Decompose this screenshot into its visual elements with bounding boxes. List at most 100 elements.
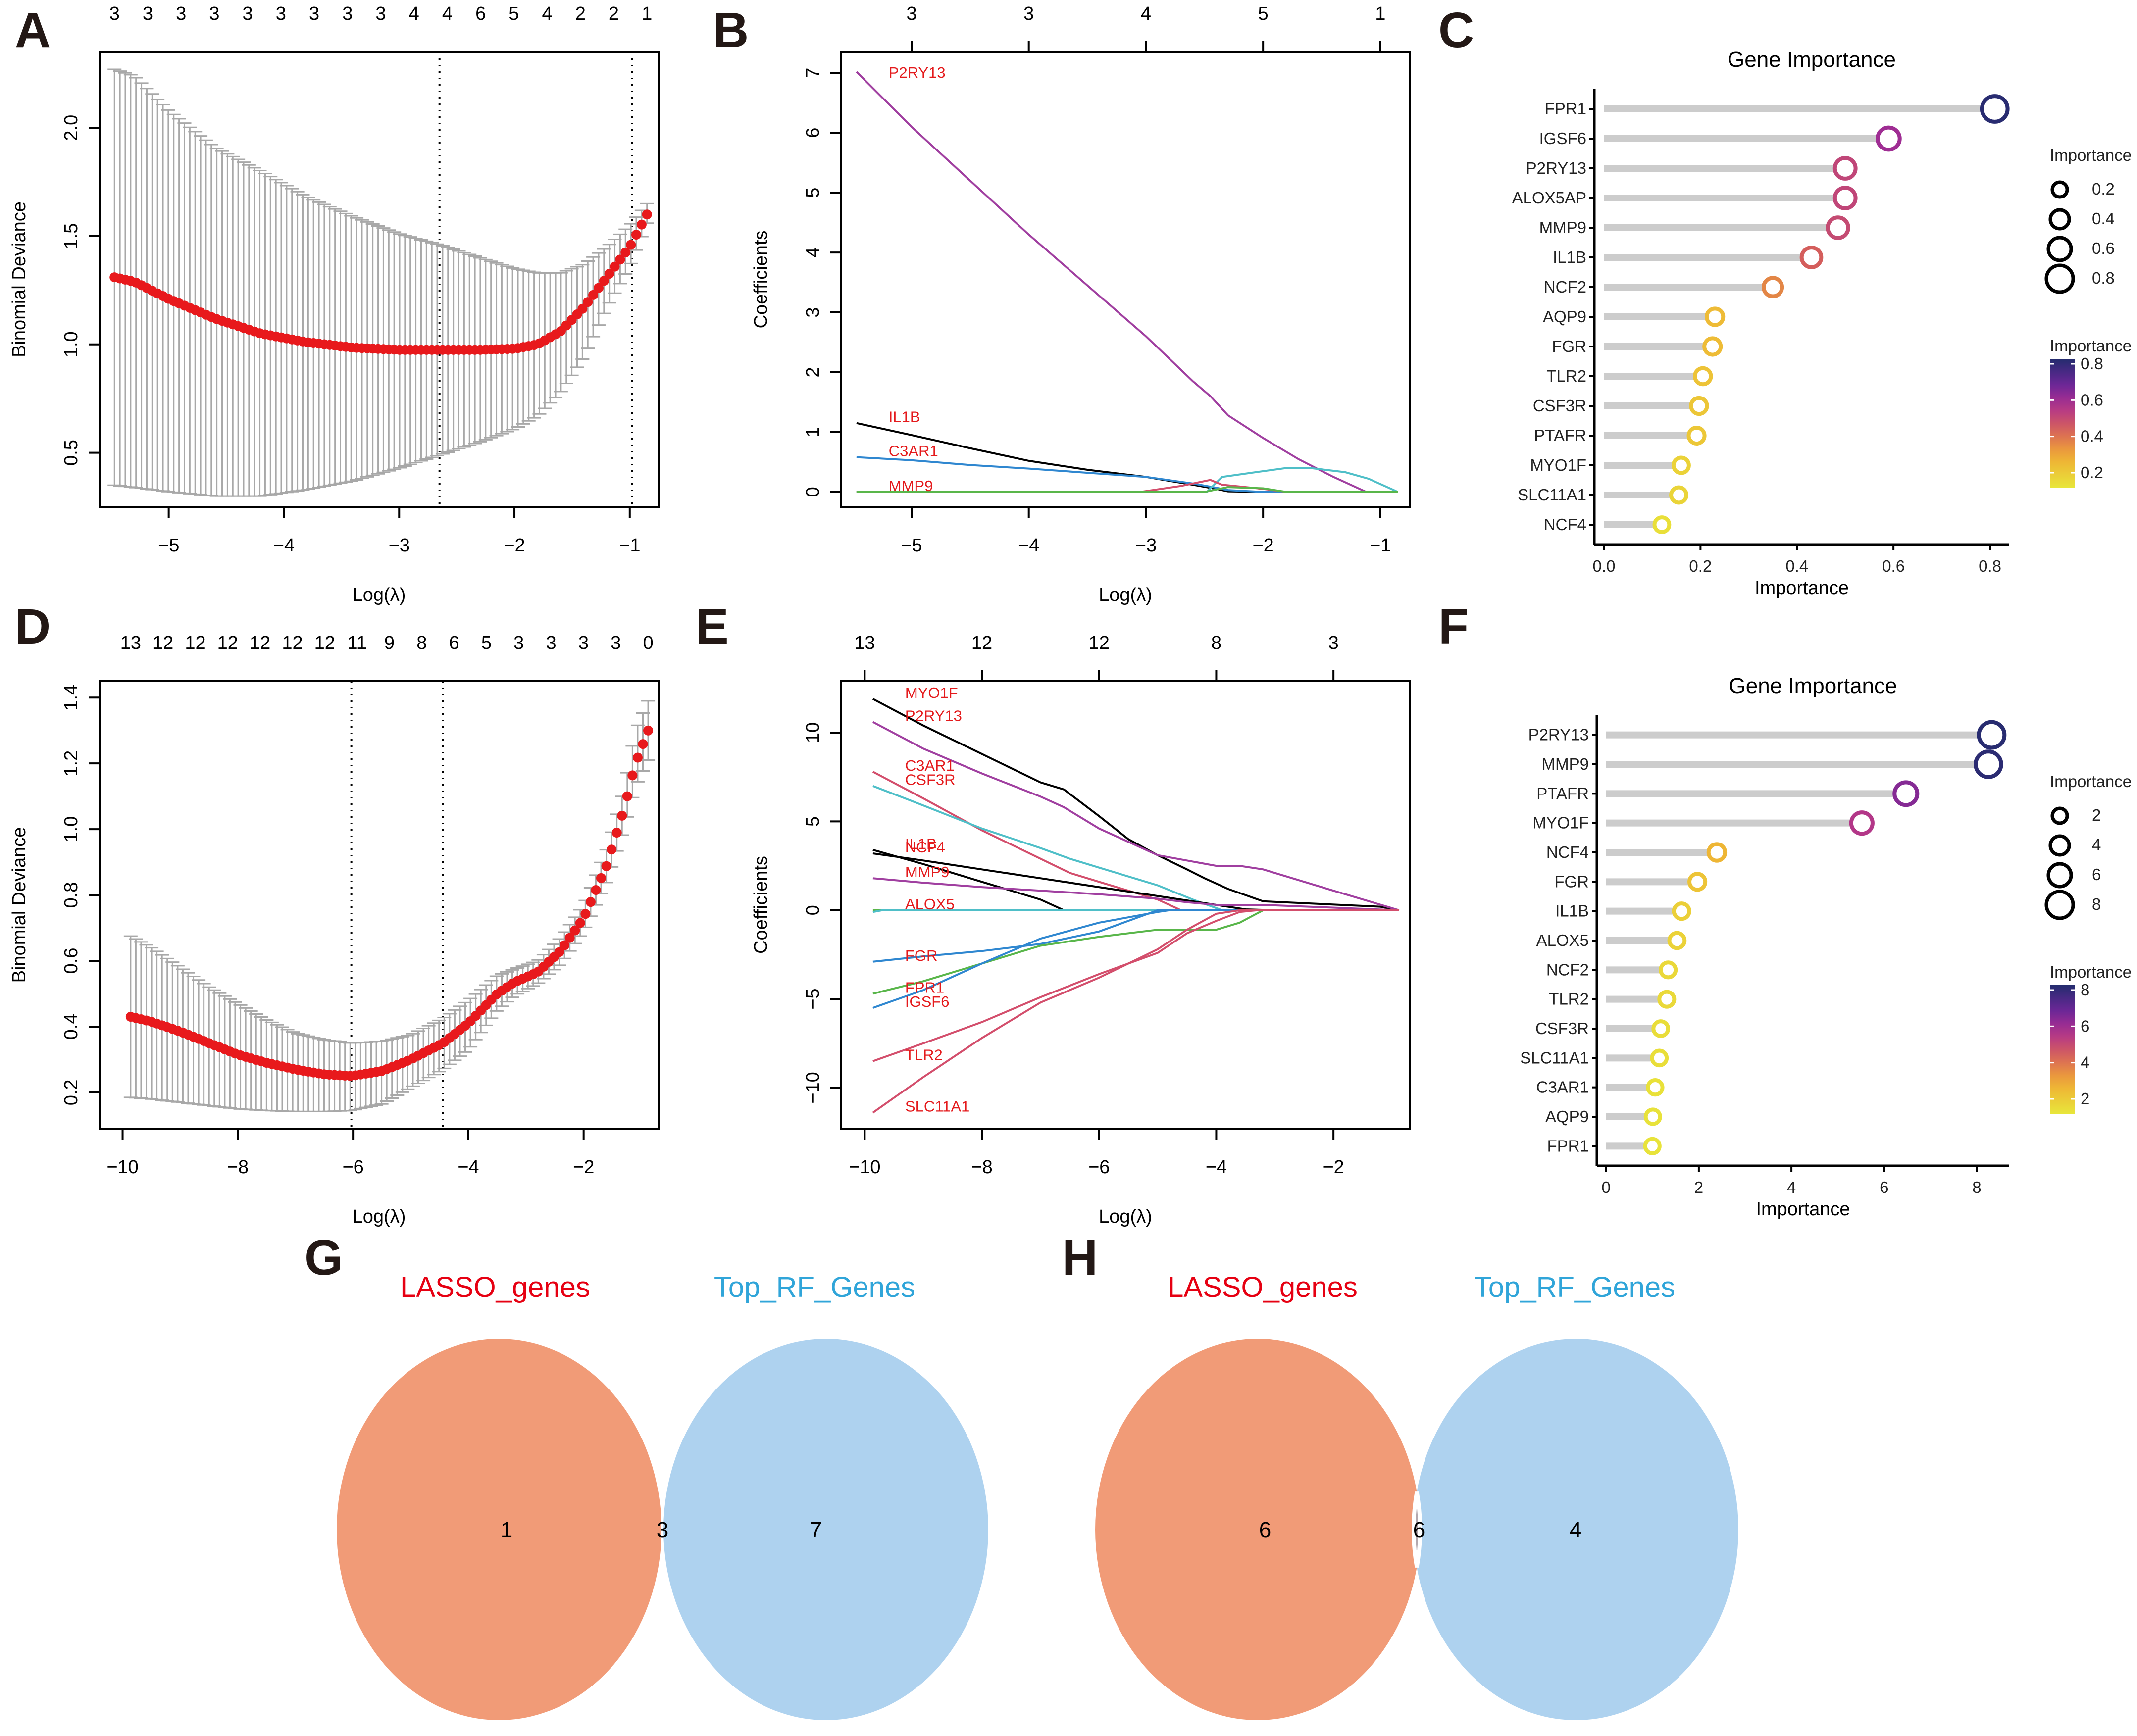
gene-name: MYO1F: [1532, 814, 1589, 832]
lollipop-head: [1659, 960, 1678, 980]
venn-g-left-title: LASSO_genes: [400, 1271, 590, 1303]
y-axis-label: Binomial Deviance: [9, 201, 30, 357]
mean-point: [632, 752, 643, 763]
coef-path-fgr: [872, 909, 1399, 963]
mean-point: [642, 209, 652, 220]
coef-path-tlr2: [872, 909, 1399, 1062]
y-tick-label: 5: [803, 188, 823, 198]
mean-point: [626, 240, 636, 250]
mean-point: [593, 283, 604, 293]
y-tick-label: 10: [803, 722, 823, 743]
y-axis-label: Coefficients: [751, 856, 771, 954]
coef-path-c3ar1: [856, 456, 1398, 493]
top-df-label: 3: [176, 3, 186, 24]
top-df-label: 5: [481, 633, 492, 653]
mean-point: [585, 897, 596, 907]
y-tick-label: 1.4: [61, 685, 82, 711]
x-tick-label: 2: [1694, 1178, 1703, 1196]
y-tick-label: 5: [803, 816, 823, 827]
gene-name: NCF2: [1544, 278, 1586, 296]
gene-name: PTAFR: [1534, 426, 1586, 445]
gene-name: CSF3R: [1533, 397, 1586, 415]
gene-label: NCF4: [905, 839, 945, 856]
gene-name: MMP9: [1542, 755, 1589, 773]
gene-label: IGSF6: [905, 993, 950, 1010]
x-tick-label: 0.0: [1593, 557, 1616, 575]
mean-point: [607, 844, 617, 855]
x-tick-label: −3: [1135, 535, 1157, 556]
size-legend-label: 0.6: [2092, 239, 2115, 257]
gene-name: SLC11A1: [1520, 1048, 1589, 1067]
size-legend-label: 6: [2092, 865, 2101, 884]
x-axis-label: Log(λ): [353, 585, 406, 605]
lollipop-head: [1799, 246, 1824, 269]
x-tick-label: −8: [227, 1157, 249, 1178]
x-tick-label: −2: [1323, 1157, 1344, 1178]
lollipop-head: [1832, 186, 1858, 210]
y-tick-label: 0: [803, 487, 823, 497]
panel-label-c: C: [1438, 2, 1474, 58]
lollipop-head: [1643, 1107, 1662, 1126]
x-tick-label: −4: [273, 535, 295, 556]
top-df-label: 3: [546, 633, 557, 653]
mean-point: [604, 268, 614, 279]
lollipop-head: [1651, 1019, 1670, 1038]
panel-d-cv-deviance: −10 −8 −6 −4 −2 0.2 0.4 0.6 0.8 1.0 1.2 1.4 Log(λ) Bi…: [9, 633, 660, 1227]
gene-name: NCF4: [1546, 843, 1589, 861]
lollipop-head: [1671, 455, 1691, 475]
top-df-label: 0: [643, 633, 653, 653]
venn-g-overlap-count: 3: [657, 1518, 668, 1542]
mean-point: [570, 925, 580, 936]
gene-name: IGSF6: [1539, 129, 1586, 148]
panel-a-cv-deviance: −5 −4 −3 −2 −1 0.5 1.0 1.5 2.0 Log(λ) Binomial Dev…: [9, 3, 660, 605]
lollipop-head: [1977, 720, 2007, 750]
venn-g: LASSO_genes Top_RF_Genes 3 7 1: [337, 1271, 988, 1720]
lollipop-head: [1657, 990, 1677, 1009]
gene-label: P2RY13: [905, 707, 962, 725]
chart-title: Gene Importance: [1728, 48, 1896, 72]
venn-h-right-circle: [1414, 1339, 1738, 1720]
size-legend-key: [2046, 236, 2073, 262]
gene-name: ALOX5AP: [1512, 189, 1586, 207]
top-df-label: 4: [442, 3, 453, 24]
lollipop-head: [1826, 215, 1850, 240]
gene-name: FGR: [1552, 337, 1586, 355]
coef-path-mmp9: [856, 467, 1399, 493]
plot-frame: [99, 51, 660, 508]
mean-point: [622, 791, 632, 801]
y-tick-label: 0.4: [61, 1014, 82, 1040]
coef-path-pink-path: [856, 479, 1398, 493]
lollipop-head: [1646, 1078, 1665, 1097]
top-df-label: 8: [416, 633, 427, 653]
top-df-label: 3: [209, 3, 219, 24]
top-df-label: 3: [906, 3, 916, 24]
gene-name: FPR1: [1547, 1137, 1589, 1155]
color-legend-label: 0.2: [2081, 463, 2103, 482]
mean-point: [617, 810, 627, 821]
coef-path-p2ry13: [872, 721, 1400, 911]
lollipop-head: [1650, 1048, 1669, 1068]
mean-point: [564, 933, 575, 943]
size-legend-label: 4: [2092, 836, 2101, 854]
lollipop-head: [1687, 872, 1708, 892]
color-legend-title: Importance: [2050, 337, 2132, 355]
gene-label: C3AR1: [905, 757, 955, 774]
x-tick-label: −6: [1088, 1157, 1110, 1178]
color-legend-label: 0.8: [2081, 354, 2103, 373]
panel-label-g: G: [305, 1230, 343, 1286]
y-tick-label: 1.0: [61, 816, 82, 843]
x-axis-label: Importance: [1756, 1199, 1850, 1220]
y-axis-label: Binomial Deviance: [9, 827, 30, 983]
top-df-label: 3: [578, 633, 589, 653]
gene-name: PTAFR: [1536, 784, 1589, 802]
color-legend-label: 0.6: [2081, 391, 2103, 409]
top-df-label: 3: [513, 633, 524, 653]
y-tick-label: 0.2: [61, 1079, 82, 1105]
top-df-label: 1: [642, 3, 652, 24]
size-legend-key: [2050, 806, 2069, 825]
gene-name: FGR: [1554, 872, 1589, 891]
lollipop-head: [1667, 931, 1687, 950]
venn-g-left-circle: [337, 1339, 661, 1720]
top-df-label: 6: [475, 3, 486, 24]
top-df-label: 12: [153, 633, 173, 653]
